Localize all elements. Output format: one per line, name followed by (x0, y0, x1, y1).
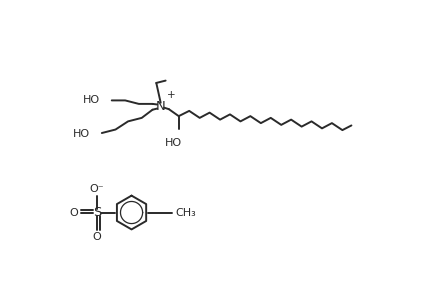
Text: HO: HO (83, 96, 99, 106)
Text: +: + (167, 90, 176, 101)
Text: O: O (70, 208, 79, 218)
Text: CH₃: CH₃ (176, 208, 197, 218)
Text: N: N (156, 100, 165, 113)
Text: HO: HO (73, 129, 90, 139)
Text: S: S (93, 206, 102, 219)
Text: HO: HO (165, 138, 182, 148)
Text: O: O (93, 232, 102, 242)
Text: O⁻: O⁻ (90, 183, 105, 193)
